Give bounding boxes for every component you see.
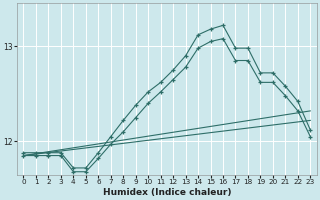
- X-axis label: Humidex (Indice chaleur): Humidex (Indice chaleur): [103, 188, 231, 197]
